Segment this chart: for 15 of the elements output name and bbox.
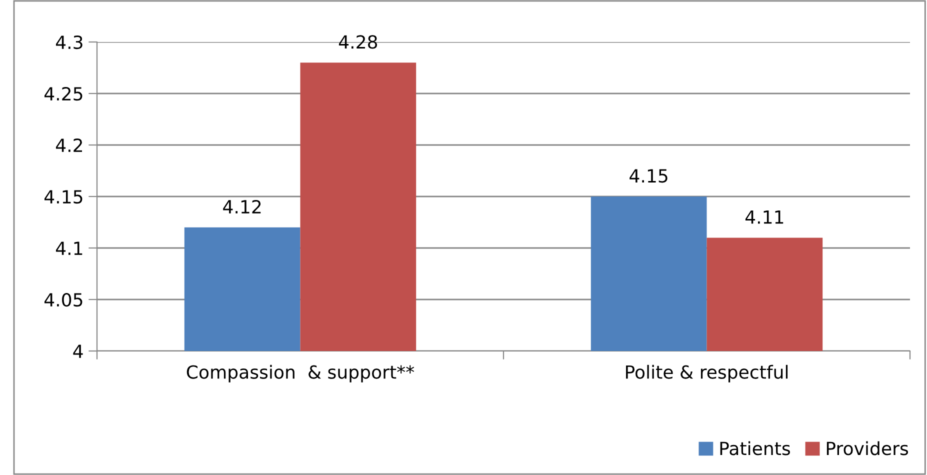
x-tick-label: Compassion & support** [186, 364, 414, 382]
data-label: 4.11 [745, 210, 784, 224]
y-tick-label: 4.3 [56, 35, 82, 50]
y-tick-label: 4.2 [56, 138, 82, 152]
y-tick-label: 4.05 [44, 292, 82, 307]
y-tick-label: 4.1 [56, 242, 82, 255]
legend-label: Patients [720, 441, 790, 456]
data-label: 4.28 [338, 35, 378, 49]
x-tick-label: Polite & respectful [626, 364, 788, 382]
y-tick-label: 4.25 [44, 86, 82, 101]
y-tick-label: 4.15 [44, 190, 82, 204]
data-label: 4.15 [630, 169, 668, 183]
legend-label: Providers [826, 441, 908, 456]
y-tick-label: 4 [73, 344, 83, 358]
data-label: 4.12 [223, 200, 261, 214]
